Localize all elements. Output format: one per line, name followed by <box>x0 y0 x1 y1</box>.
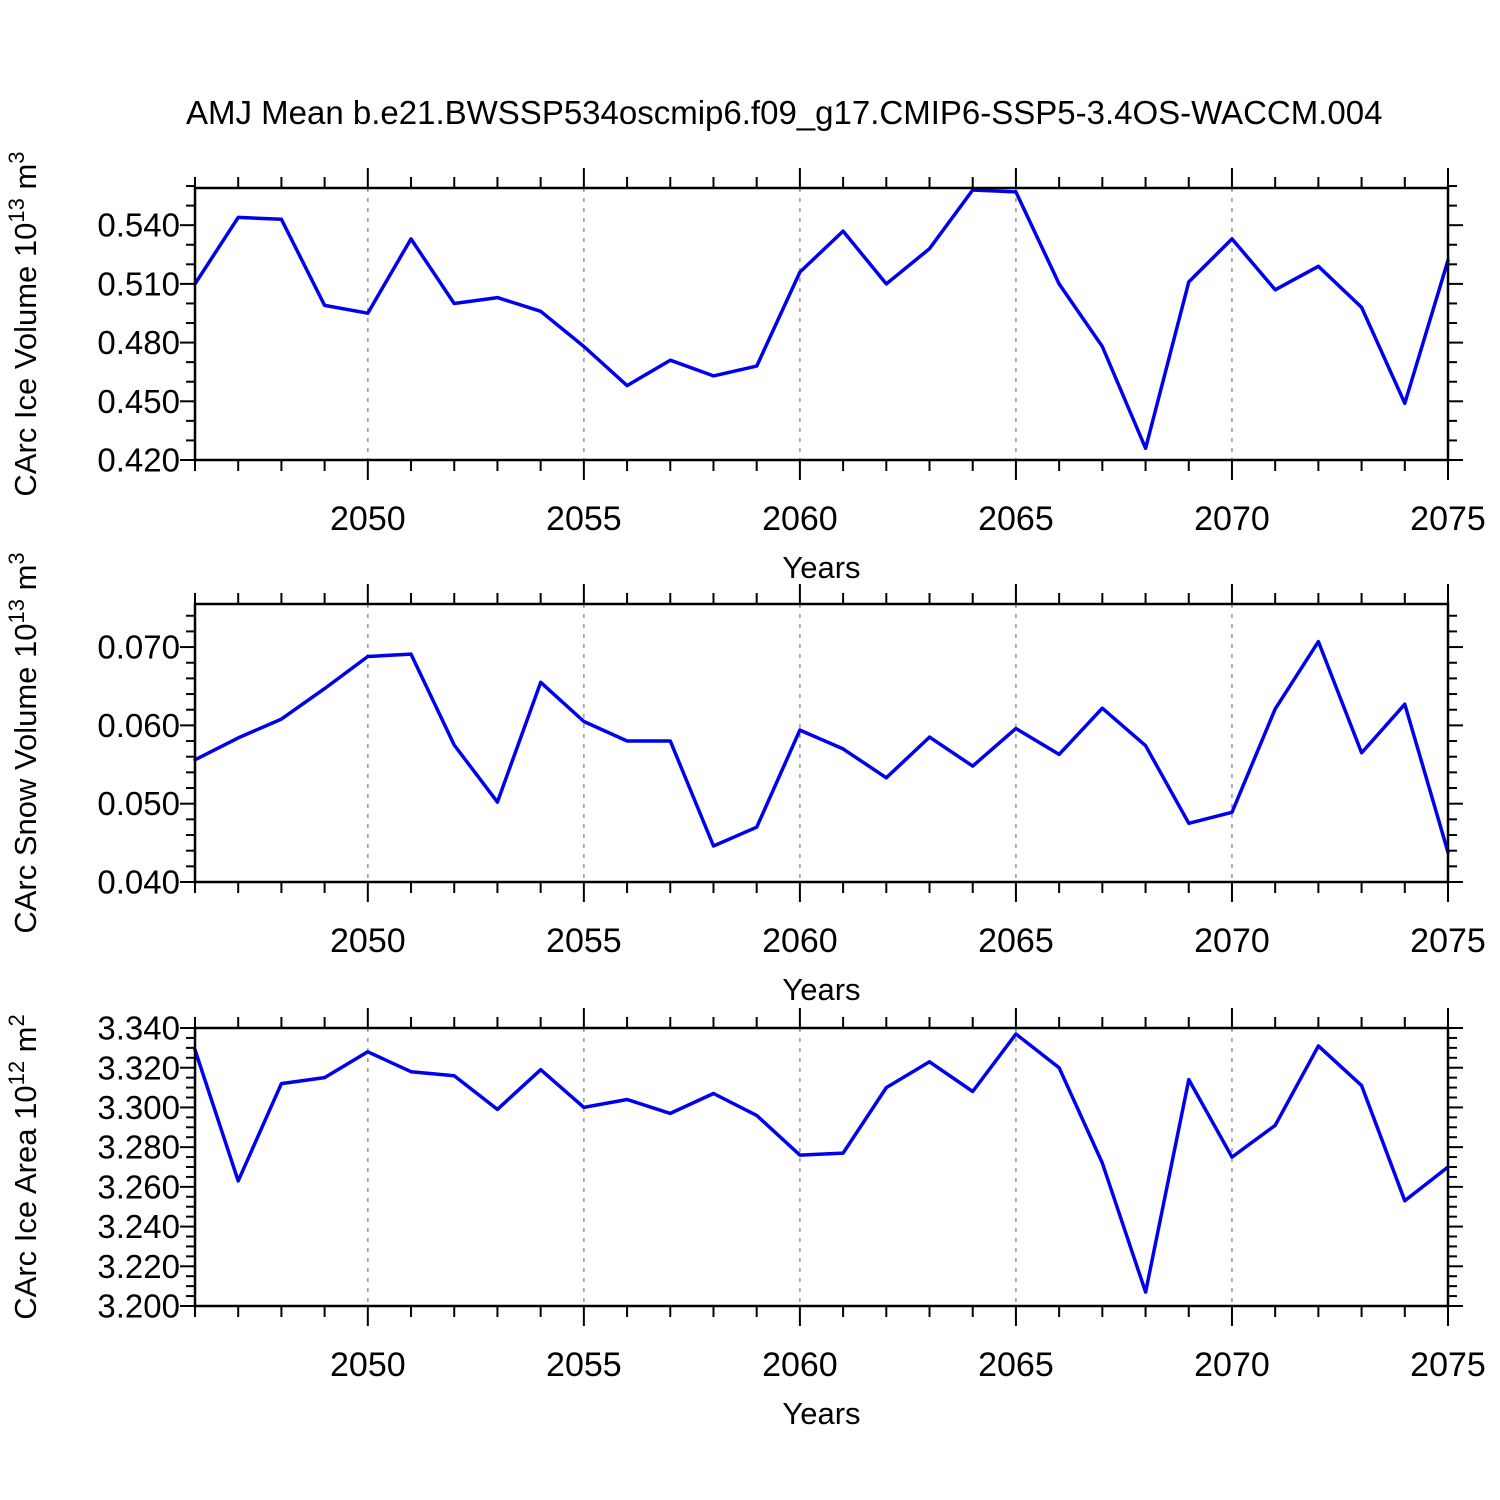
y-axis-title-part: m <box>8 1026 43 1060</box>
y-axis-title: CArc Ice Volume 1013 m3 <box>4 151 43 496</box>
y-tick-label: 0.480 <box>97 324 180 361</box>
y-axis-title-part: CArc Snow Volume 10 <box>8 624 43 934</box>
x-tick-label: 2060 <box>762 500 838 538</box>
panel-snow-volume: 0.040 0.050 0.060 0.070 2050 2055 2060 2065 2070… <box>4 552 1486 1007</box>
y-tick-label: 3.260 <box>97 1168 180 1205</box>
y-tick-label: 3.240 <box>97 1208 180 1245</box>
y-axis-title-sup: 12 <box>4 1061 29 1085</box>
y-axis-title: CArc Ice Area 1012 m2 <box>4 1014 43 1320</box>
y-tick-label: 0.540 <box>97 207 180 244</box>
y-axis-title-part: CArc Ice Area 10 <box>8 1085 43 1319</box>
y-tick-label: 0.420 <box>97 442 180 479</box>
ice-area-line <box>193 1032 1450 1294</box>
x-tick-label: 2060 <box>762 1346 838 1384</box>
x-tick-label: 2055 <box>546 500 622 538</box>
y-axis-title-sup: 13 <box>4 198 29 222</box>
y-axis-title-sup: 3 <box>4 552 29 564</box>
y-tick-label: 0.040 <box>97 864 180 901</box>
figure-title: AMJ Mean b.e21.BWSSP534oscmip6.f09_g17.C… <box>186 94 1383 131</box>
x-axis-title: Years <box>782 550 860 585</box>
x-tick-label: 2070 <box>1194 500 1270 538</box>
y-axis-title-sup: 2 <box>4 1014 29 1026</box>
y-tick-label: 3.280 <box>97 1129 180 1166</box>
x-tick-label: 2050 <box>330 1346 406 1384</box>
y-tick-label: 0.450 <box>97 383 180 420</box>
y-tick-label: 3.300 <box>97 1089 180 1126</box>
x-tick-label: 2075 <box>1410 1346 1486 1384</box>
y-axis-title-part: m <box>8 164 43 198</box>
panel-border <box>193 1026 1450 1308</box>
ice-volume-line <box>193 188 1450 451</box>
y-tick-label: 0.060 <box>97 707 180 744</box>
y-tick-label: 3.220 <box>97 1248 180 1285</box>
y-tick-label: 3.340 <box>97 1010 180 1047</box>
x-axis-title: Years <box>782 972 860 1007</box>
snow-volume-line <box>193 639 1450 854</box>
x-tick-label: 2050 <box>330 500 406 538</box>
panel-ice-area: 3.2003.2203.2403.2603.2803.3003.3203.340… <box>4 1008 1486 1431</box>
x-axis-title: Years <box>782 1396 860 1431</box>
y-axis-title-part: CArc Ice Volume 10 <box>8 223 43 497</box>
x-tick-label: 2060 <box>762 922 838 960</box>
x-tick-label: 2065 <box>978 500 1054 538</box>
y-axis-title: CArc Snow Volume 1013 m3 <box>4 552 43 933</box>
x-tick-label: 2055 <box>546 1346 622 1384</box>
x-tick-label: 2075 <box>1410 922 1486 960</box>
panel-border <box>193 186 1450 462</box>
x-tick-label: 2070 <box>1194 1346 1270 1384</box>
y-tick-label: 3.200 <box>97 1288 180 1325</box>
x-tick-label: 2075 <box>1410 500 1486 538</box>
y-tick-label: 0.510 <box>97 265 180 302</box>
y-axis-title-sup: 3 <box>4 151 29 163</box>
panel-ice-volume: 0.420 0.450 0.480 0.510 0.540 2050 2055 2060 206… <box>4 151 1486 585</box>
x-tick-label: 2065 <box>978 1346 1054 1384</box>
y-axis-title-sup: 13 <box>4 599 29 623</box>
x-tick-label: 2065 <box>978 922 1054 960</box>
panel-border <box>193 602 1450 884</box>
y-tick-label: 0.050 <box>97 785 180 822</box>
y-tick-label: 0.070 <box>97 629 180 666</box>
y-tick-label: 3.320 <box>97 1049 180 1086</box>
x-tick-label: 2050 <box>330 922 406 960</box>
y-axis-title-part: m <box>8 565 43 599</box>
x-tick-label: 2055 <box>546 922 622 960</box>
x-tick-label: 2070 <box>1194 922 1270 960</box>
